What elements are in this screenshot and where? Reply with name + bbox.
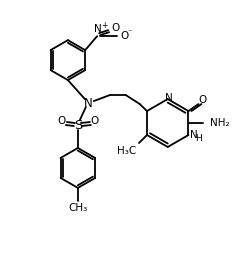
Text: H₃C: H₃C xyxy=(117,146,137,156)
Text: O: O xyxy=(198,95,207,105)
Text: NH₂: NH₂ xyxy=(210,118,230,128)
Text: O: O xyxy=(111,23,119,33)
Text: N: N xyxy=(83,96,92,110)
Text: S: S xyxy=(74,118,82,132)
Text: N: N xyxy=(165,93,172,103)
Text: CH₃: CH₃ xyxy=(68,203,87,213)
Text: O: O xyxy=(58,116,66,126)
Text: O: O xyxy=(91,116,99,126)
Text: N: N xyxy=(190,130,198,140)
Text: ⁻: ⁻ xyxy=(127,29,132,38)
Text: +: + xyxy=(102,21,108,30)
Text: H: H xyxy=(196,135,202,143)
Text: N: N xyxy=(94,24,102,34)
Text: O: O xyxy=(120,31,128,41)
